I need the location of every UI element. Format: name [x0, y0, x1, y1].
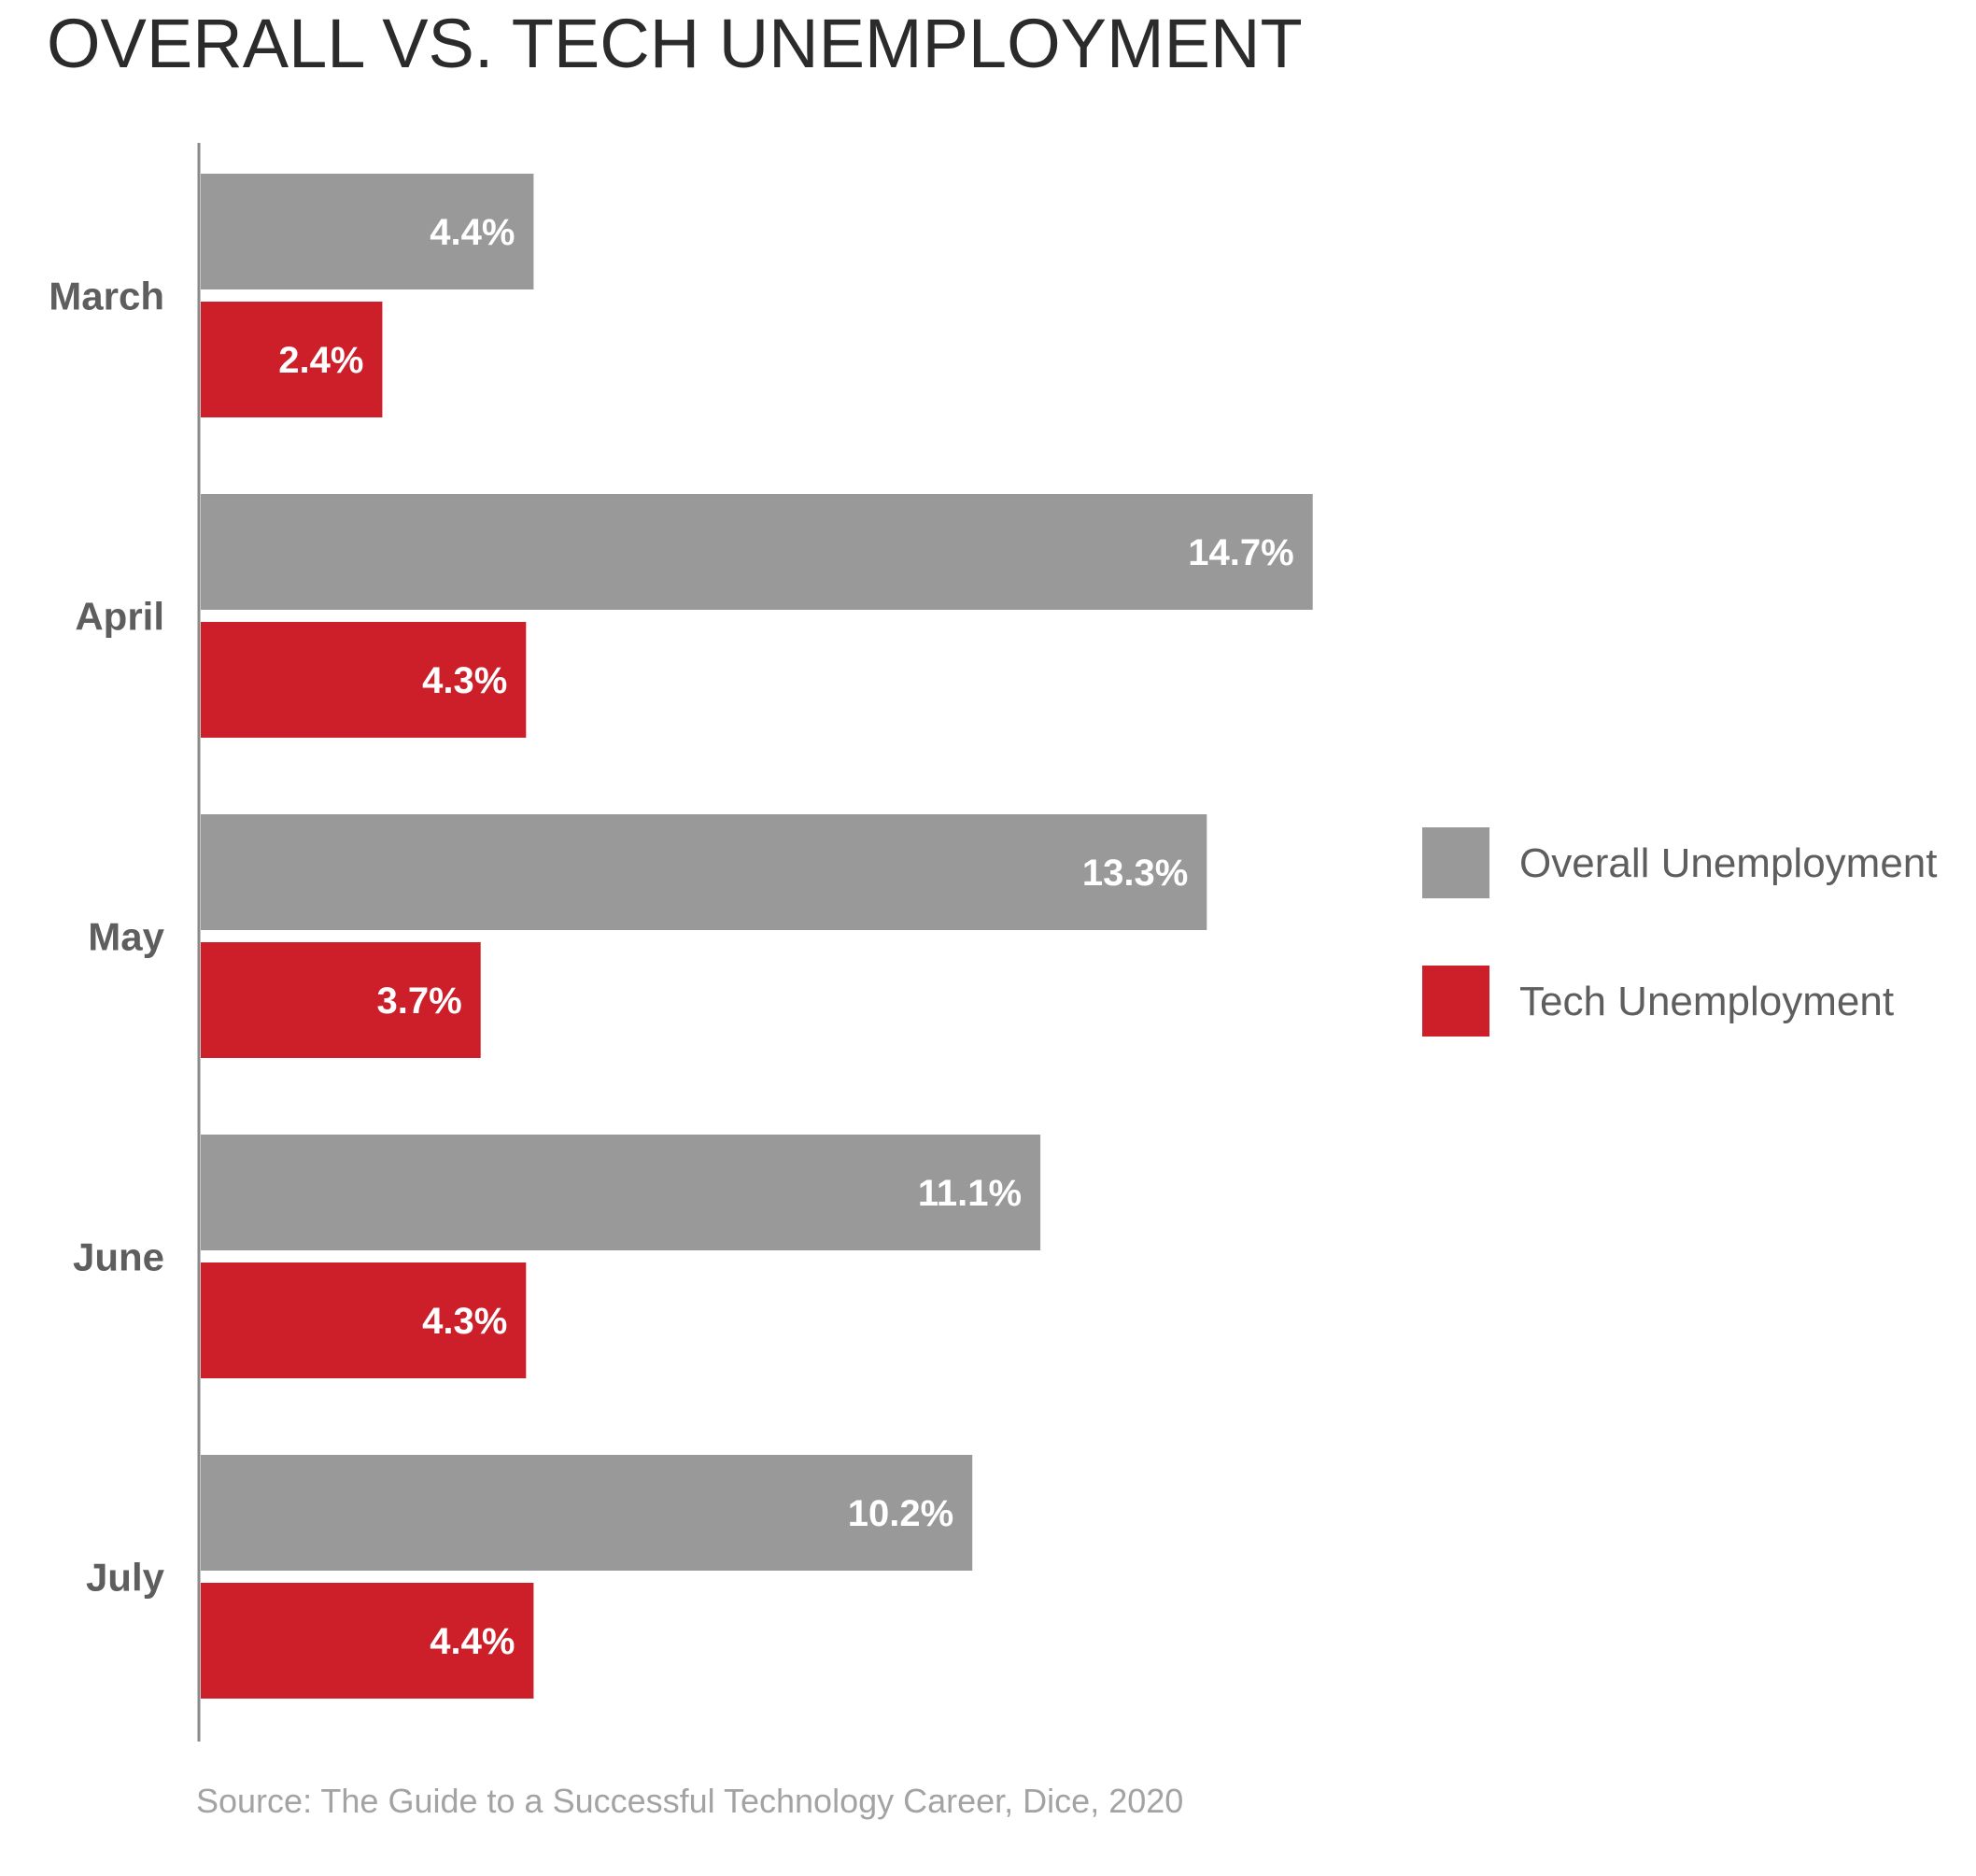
bar-overall-unemployment-july — [201, 1455, 973, 1571]
legend-label-tech-unemployment: Tech Unemployment — [1519, 979, 1894, 1024]
bar-tech-unemployment-june — [201, 1262, 527, 1378]
data-label-tech-unemployment-april: 4.3% — [422, 660, 507, 701]
bar-overall-unemployment-may — [201, 814, 1207, 930]
data-label-overall-unemployment-march: 4.4% — [430, 212, 515, 253]
data-label-tech-unemployment-june: 4.3% — [422, 1301, 507, 1342]
category-label-march: March — [49, 275, 164, 318]
data-label-tech-unemployment-may: 3.7% — [377, 980, 462, 1022]
data-label-tech-unemployment-july: 4.4% — [430, 1621, 515, 1662]
bar-overall-unemployment-march — [201, 174, 534, 289]
legend-swatch-overall-unemployment — [1422, 827, 1489, 898]
data-label-overall-unemployment-july: 10.2% — [848, 1493, 953, 1534]
category-label-april: April — [75, 595, 164, 639]
data-label-overall-unemployment-june: 11.1% — [918, 1173, 1022, 1214]
labels-layer: 4.4% 2.4% March 14.7% 4.3% April 13.3% 3.7% May 1… — [49, 212, 1293, 1662]
source-note: Source: The Guide to a Successful Techno… — [196, 1782, 1184, 1820]
bars-layer — [201, 174, 1313, 1699]
bar-tech-unemployment-july — [201, 1583, 534, 1699]
category-label-may: May — [88, 915, 164, 959]
bar-tech-unemployment-april — [201, 622, 527, 738]
bar-overall-unemployment-june — [201, 1135, 1041, 1250]
category-label-july: July — [86, 1556, 165, 1600]
legend-label-overall-unemployment: Overall Unemployment — [1519, 840, 1938, 886]
data-label-tech-unemployment-march: 2.4% — [278, 340, 363, 381]
bar-tech-unemployment-may — [201, 942, 481, 1058]
legend-swatch-tech-unemployment — [1422, 966, 1489, 1037]
category-label-june: June — [73, 1235, 164, 1279]
data-label-overall-unemployment-may: 13.3% — [1082, 853, 1188, 894]
bar-overall-unemployment-april — [201, 494, 1313, 610]
data-label-overall-unemployment-april: 14.7% — [1188, 532, 1293, 573]
legend: Overall Unemployment Tech Unemployment — [1422, 827, 1938, 1037]
chart-title: OVERALL VS. TECH UNEMPLOYMENT — [47, 5, 1303, 82]
bar-tech-unemployment-march — [201, 302, 383, 417]
